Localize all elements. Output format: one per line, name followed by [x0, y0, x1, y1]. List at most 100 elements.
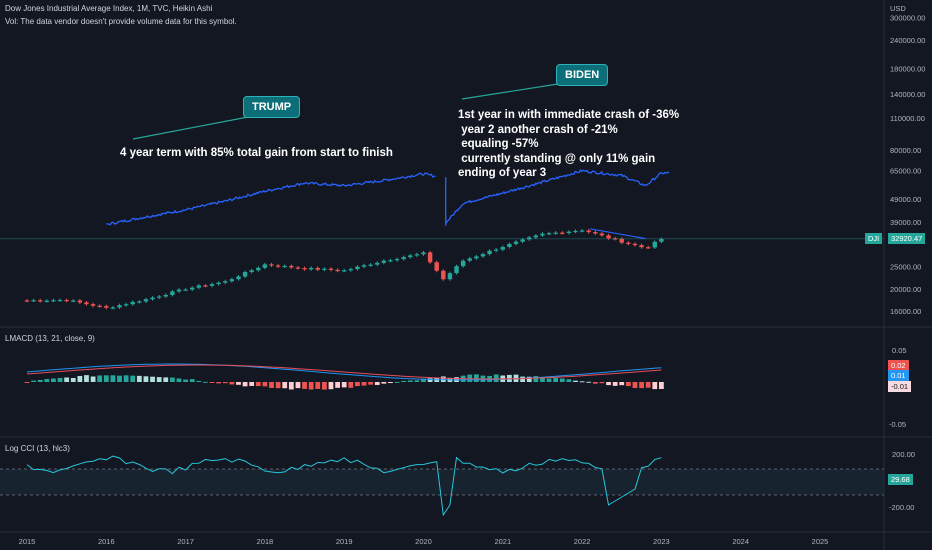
macd-histogram-bar [606, 382, 611, 386]
macd-histogram-bar [51, 378, 56, 382]
candle [447, 273, 453, 280]
macd-histogram-bar [394, 381, 400, 383]
macd-histogram-bar [222, 382, 228, 384]
candle [31, 300, 36, 302]
candle [97, 305, 102, 307]
candle [242, 272, 248, 277]
macd-histogram-bar [70, 378, 76, 382]
price-tick-label: 80000.00 [890, 146, 921, 155]
macd-histogram-bar [37, 379, 43, 382]
currency-label: USD [890, 4, 906, 13]
price-tick-label: 16000.00 [890, 307, 921, 316]
macd-histogram-bar [97, 375, 103, 382]
macd-histogram-bar [355, 382, 360, 387]
candle [474, 256, 479, 259]
time-tick-label: 2020 [415, 537, 432, 546]
macd-histogram-bar [262, 382, 268, 387]
lmacd-label[interactable]: LMACD (13, 21, close, 9) [5, 334, 95, 343]
macd-histogram-bar [632, 382, 638, 389]
candle [527, 237, 532, 240]
candle [553, 232, 558, 234]
macd-histogram-bar [546, 378, 552, 382]
macd-histogram-bar [473, 374, 479, 382]
candle [64, 299, 69, 302]
biden-callout[interactable]: BIDEN [556, 64, 609, 86]
macd-histogram-bar [242, 382, 248, 387]
candle [24, 300, 30, 302]
candle [645, 247, 651, 249]
candle [513, 241, 519, 244]
macd-histogram-bar [586, 381, 592, 383]
macd-histogram-bar [639, 382, 644, 389]
time-tick-label: 2021 [494, 537, 511, 546]
macd-histogram-bar [196, 380, 202, 382]
macd-histogram-bar [282, 382, 288, 389]
time-tick-label: 2017 [177, 537, 194, 546]
trump-arrow [132, 116, 249, 140]
macd-histogram-bar [540, 377, 545, 382]
candle [639, 245, 644, 248]
macd-histogram-bar [77, 375, 83, 382]
price-tick-label: 180000.00 [890, 65, 925, 74]
candle [229, 279, 235, 282]
macd-histogram-bar [64, 377, 70, 382]
price-tick-label: 20000.00 [890, 285, 921, 294]
macd-histogram-bar [143, 376, 149, 382]
overlay-line-trump [106, 172, 436, 226]
candle [335, 269, 340, 272]
price-tick-label: 39000.00 [890, 218, 921, 227]
candle [176, 289, 182, 292]
candle [355, 266, 360, 270]
trend-line [589, 228, 646, 240]
candle [71, 300, 76, 302]
candle [520, 239, 525, 242]
candle [216, 282, 221, 285]
candle [77, 300, 83, 303]
candle [421, 252, 426, 255]
candle [143, 299, 149, 302]
macd-histogram-bar [592, 382, 598, 384]
candle [223, 281, 228, 283]
macd-histogram-bar [659, 382, 664, 390]
macd-line [26, 363, 662, 381]
candle [560, 232, 565, 234]
candle [295, 267, 301, 269]
candle [619, 238, 624, 243]
macd-histogram-bar [579, 381, 585, 383]
macd-histogram-bar [321, 382, 327, 390]
candle [322, 268, 327, 270]
candle [328, 268, 334, 270]
macd-histogram-bar [103, 375, 109, 382]
cci-axis-tick: 200.00 [892, 450, 915, 459]
candle [302, 268, 307, 270]
macd-histogram-bar [31, 380, 37, 382]
price-tick-label: 110000.00 [890, 114, 925, 123]
macd-histogram-bar [421, 378, 426, 382]
time-tick-label: 2023 [653, 537, 670, 546]
macd-histogram-bar [315, 382, 321, 389]
macd-histogram-bar [209, 382, 215, 383]
candle [262, 264, 268, 268]
candle [573, 230, 578, 233]
candle [163, 294, 168, 297]
macd-histogram-bar [169, 377, 175, 382]
candle [381, 260, 387, 263]
cci-line [26, 455, 662, 517]
macd-histogram-bar [255, 382, 261, 387]
candle [170, 291, 175, 295]
time-tick-label: 2025 [812, 537, 829, 546]
candle [533, 235, 539, 238]
macd-histogram-bar [176, 378, 182, 382]
macd-histogram-bar [625, 382, 631, 387]
macd-histogram-bar [275, 382, 281, 389]
candle [130, 301, 135, 305]
time-tick-label: 2022 [574, 537, 591, 546]
trump-callout[interactable]: TRUMP [243, 96, 301, 118]
price-tick-label: 49000.00 [890, 195, 921, 204]
candle [546, 233, 552, 235]
macd-histogram-bar [216, 382, 222, 384]
cci-label[interactable]: Log CCI (13, hlc3) [5, 444, 70, 453]
